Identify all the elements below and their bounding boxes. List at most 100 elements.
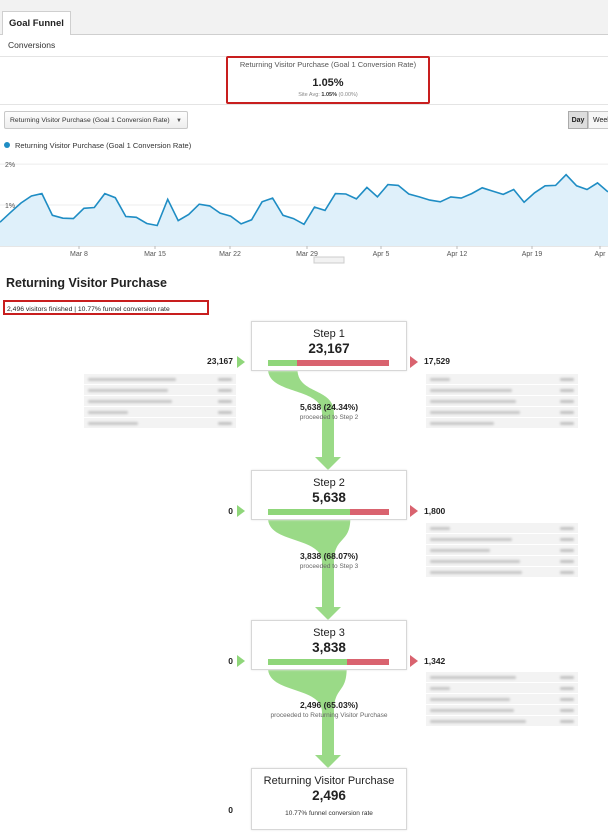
chart-legend: Returning Visitor Purchase (Goal 1 Conve…: [4, 141, 191, 150]
funnel-flow-arrow: [268, 668, 347, 768]
step-progress-fill: [268, 360, 298, 366]
goal-value: 2,496: [312, 788, 346, 803]
list-item: [426, 407, 578, 417]
list-item: [426, 385, 578, 395]
exit-arrow-icon: [410, 356, 418, 368]
list-item: [84, 385, 236, 395]
exit-arrow-icon: [410, 655, 418, 667]
x-tick-label: Mar 15: [144, 251, 166, 258]
proceed-label: proceeded to Step 2: [299, 414, 359, 421]
goal-name: Returning Visitor Purchase: [263, 775, 395, 787]
step-progress-bar: [268, 360, 389, 366]
x-tick-label: Apr: [595, 251, 607, 258]
site-avg-delta: (0.00%): [338, 92, 358, 98]
step-proceed: 3,838 (68.07%) proceeded to Step 3: [250, 551, 408, 570]
legend-label: Returning Visitor Purchase (Goal 1 Conve…: [15, 141, 192, 150]
list-item: [426, 418, 578, 428]
list-item: [426, 396, 578, 406]
list-item: [426, 694, 578, 704]
tab-bar: Goal Funnel: [0, 0, 608, 35]
subtab-conversions[interactable]: Conversions: [8, 40, 56, 50]
list-item: [84, 407, 236, 417]
funnel-step-3[interactable]: Step 3 3,838: [251, 620, 407, 670]
entry-arrow-icon: [237, 655, 245, 667]
divider: [0, 104, 608, 105]
day-button[interactable]: Day: [568, 111, 588, 129]
y-tick-label: 2%: [5, 162, 15, 169]
step-entries: 0: [228, 656, 233, 666]
step-name: Step 2: [313, 477, 345, 489]
funnel-title: Returning Visitor Purchase: [6, 276, 167, 290]
step-exits: 17,529: [424, 356, 450, 366]
funnel-step-2[interactable]: Step 2 5,638: [251, 470, 407, 520]
exit-arrow-icon: [410, 505, 418, 517]
funnel-step-1[interactable]: Step 1 23,167: [251, 321, 407, 371]
step-proceed: 5,638 (24.34%) proceeded to Step 2: [250, 402, 408, 421]
step-value: 3,838: [312, 640, 346, 655]
x-tick-label: Apr 19: [522, 251, 543, 258]
step-name: Step 1: [313, 328, 345, 340]
proceed-label: proceeded to Step 3: [299, 563, 359, 570]
step-name: Step 3: [313, 627, 345, 639]
list-item: [426, 523, 578, 533]
funnel-goal[interactable]: Returning Visitor Purchase 2,496 10.77% …: [251, 768, 407, 830]
legend-dot-icon: [4, 142, 10, 149]
tab-goal-funnel[interactable]: Goal Funnel: [2, 11, 71, 35]
funnel-flow-arrow: [268, 369, 341, 470]
entry-arrow-icon: [237, 356, 245, 368]
metric-value: 1.05%: [312, 77, 344, 89]
step-progress-bar: [268, 509, 389, 515]
step-exits: 1,342: [424, 656, 446, 666]
x-tick-label: Mar 29: [296, 251, 318, 258]
x-tick-label: Apr 12: [447, 251, 468, 258]
step-entries: 0: [228, 506, 233, 516]
list-item: [426, 683, 578, 693]
step-exits: 1,800: [424, 506, 446, 516]
list-item: [84, 418, 236, 428]
funnel-summary: 2,496 visitors finished | 10.77% funnel …: [3, 300, 209, 315]
list-item: [426, 567, 578, 577]
proceed-value: 5,638 (24.34%): [299, 402, 359, 412]
list-item: [426, 716, 578, 726]
list-item: [426, 705, 578, 715]
goal-entries: 0: [228, 805, 233, 815]
week-button[interactable]: Week: [588, 111, 608, 129]
proceed-value: 2,496 (65.03%): [299, 700, 359, 710]
step-progress-fill: [268, 659, 347, 665]
list-item: [426, 556, 578, 566]
y-tick-label: 1%: [5, 203, 15, 210]
entry-arrow-icon: [237, 505, 245, 517]
list-item: [426, 374, 578, 384]
goal-conversion-rate: 10.77% funnel conversion rate: [285, 810, 373, 817]
step-proceed: 2,496 (65.03%) proceeded to Returning Vi…: [250, 700, 408, 719]
list-item: [84, 374, 236, 384]
metric-dropdown[interactable]: Returning Visitor Purchase (Goal 1 Conve…: [4, 111, 188, 129]
site-avg-value: 1.05%: [321, 92, 337, 98]
metric-label: Returning Visitor Purchase (Goal 1 Conve…: [239, 60, 417, 69]
step-progress-bar: [268, 659, 389, 665]
x-tick-label: Apr 5: [373, 251, 390, 258]
exit-pages-list: [426, 374, 578, 429]
x-tick-label: Mar 22: [219, 251, 241, 258]
funnel-flow-arrow: [268, 518, 351, 620]
entrance-pages-list: [84, 374, 236, 429]
list-item: [426, 545, 578, 555]
trend-chart: 2% 1% Mar 8 Mar 15 Mar 22 Mar 29 Apr 5 Apr 12 Ap…: [0, 162, 608, 264]
list-item: [426, 672, 578, 682]
funnel-graphic: [237, 356, 418, 768]
metric-summary: Returning Visitor Purchase (Goal 1 Conve…: [226, 56, 430, 104]
scroll-handle: [313, 256, 345, 264]
site-avg-label: Site Avg:: [298, 92, 320, 98]
step-entries: 23,167: [207, 356, 233, 366]
proceed-value: 3,838 (68.07%): [299, 551, 359, 561]
exit-pages-list: [426, 672, 578, 727]
exit-pages-list: [426, 523, 578, 578]
list-item: [426, 534, 578, 544]
step-value: 5,638: [312, 490, 346, 505]
step-progress-fill: [268, 509, 351, 515]
step-value: 23,167: [308, 341, 350, 356]
site-average: Site Avg: 1.05% (0.00%): [228, 92, 428, 98]
chart-area: [0, 174, 608, 246]
list-item: [84, 396, 236, 406]
chevron-down-icon: ▼: [176, 118, 182, 124]
